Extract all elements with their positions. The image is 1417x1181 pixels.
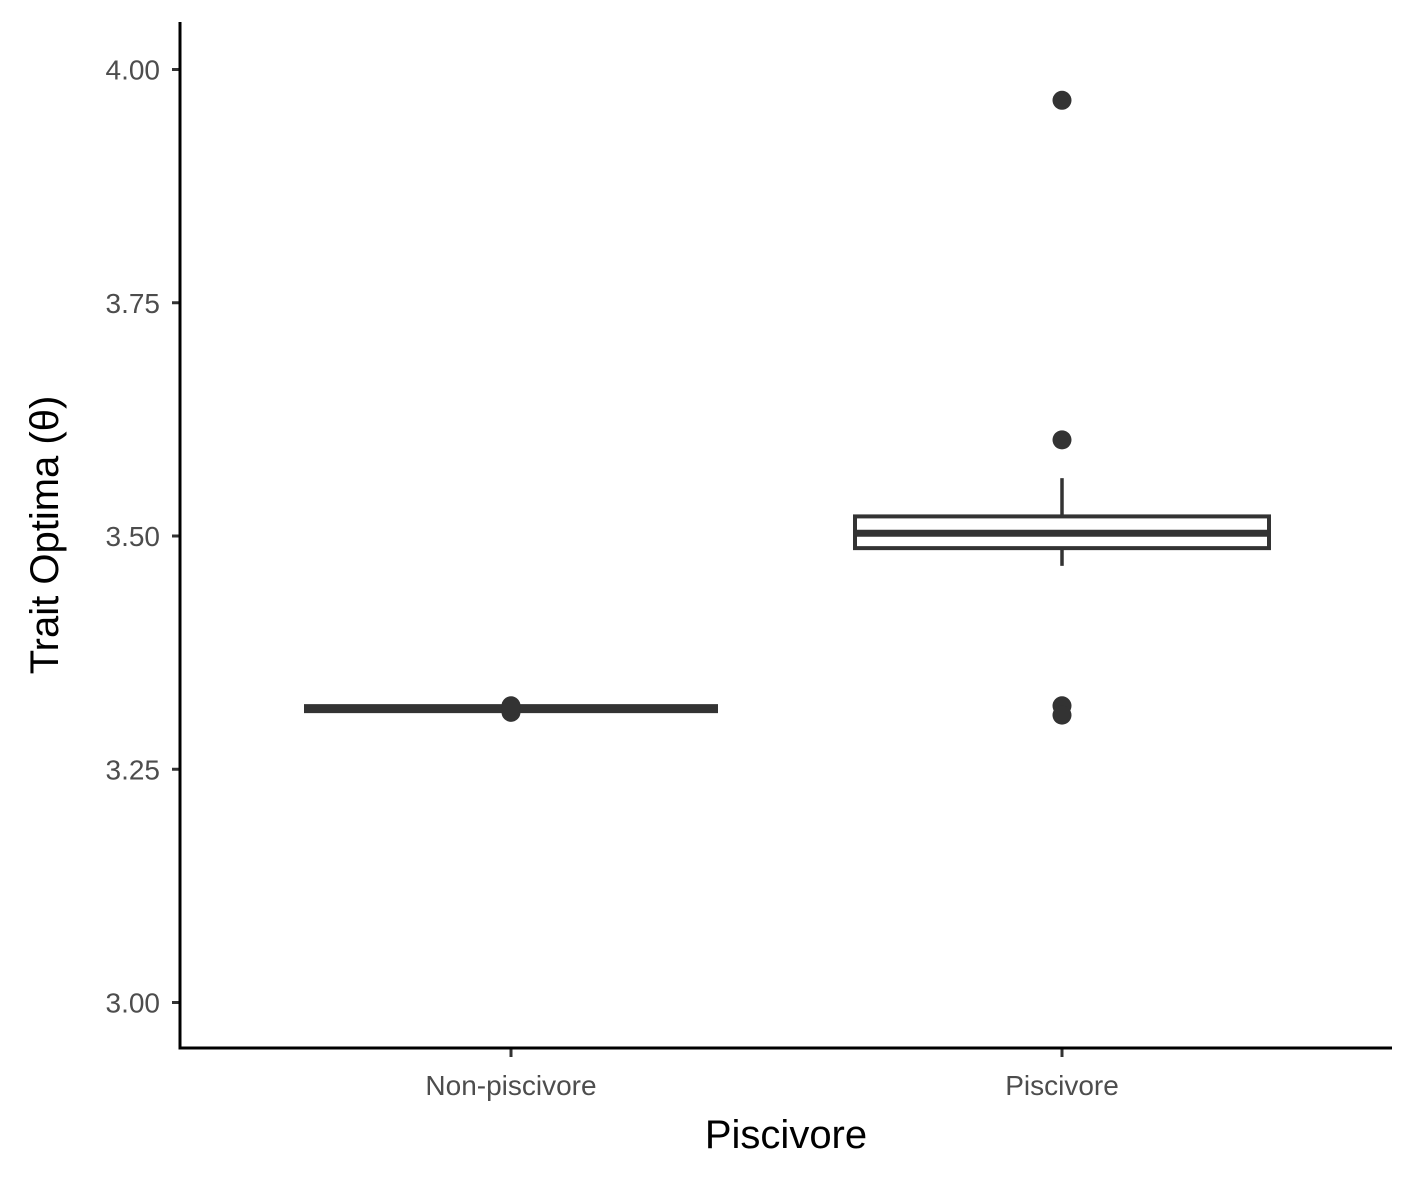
y-tick-label: 3.50 <box>106 521 161 552</box>
outlier-point <box>1052 430 1072 450</box>
outlier-point <box>1052 90 1072 110</box>
y-axis-title: Trait Optima (θ) <box>23 396 67 675</box>
y-axis-ticks: 3.00 3.25 3.50 3.75 4.00 <box>106 55 180 1019</box>
x-axis-title: Piscivore <box>705 1113 867 1157</box>
y-tick-label: 3.25 <box>106 754 161 785</box>
boxes-layer <box>304 90 1271 725</box>
y-tick-label: 3.00 <box>106 988 161 1019</box>
outlier-point <box>1052 705 1072 725</box>
x-tick-label: Non-piscivore <box>425 1070 596 1101</box>
y-tick-label: 4.00 <box>106 55 161 86</box>
outlier-point <box>501 696 521 716</box>
x-tick-label: Piscivore <box>1005 1070 1119 1101</box>
y-tick-label: 3.75 <box>106 288 161 319</box>
x-axis-ticks: Non-piscivore Piscivore <box>425 1048 1119 1101</box>
